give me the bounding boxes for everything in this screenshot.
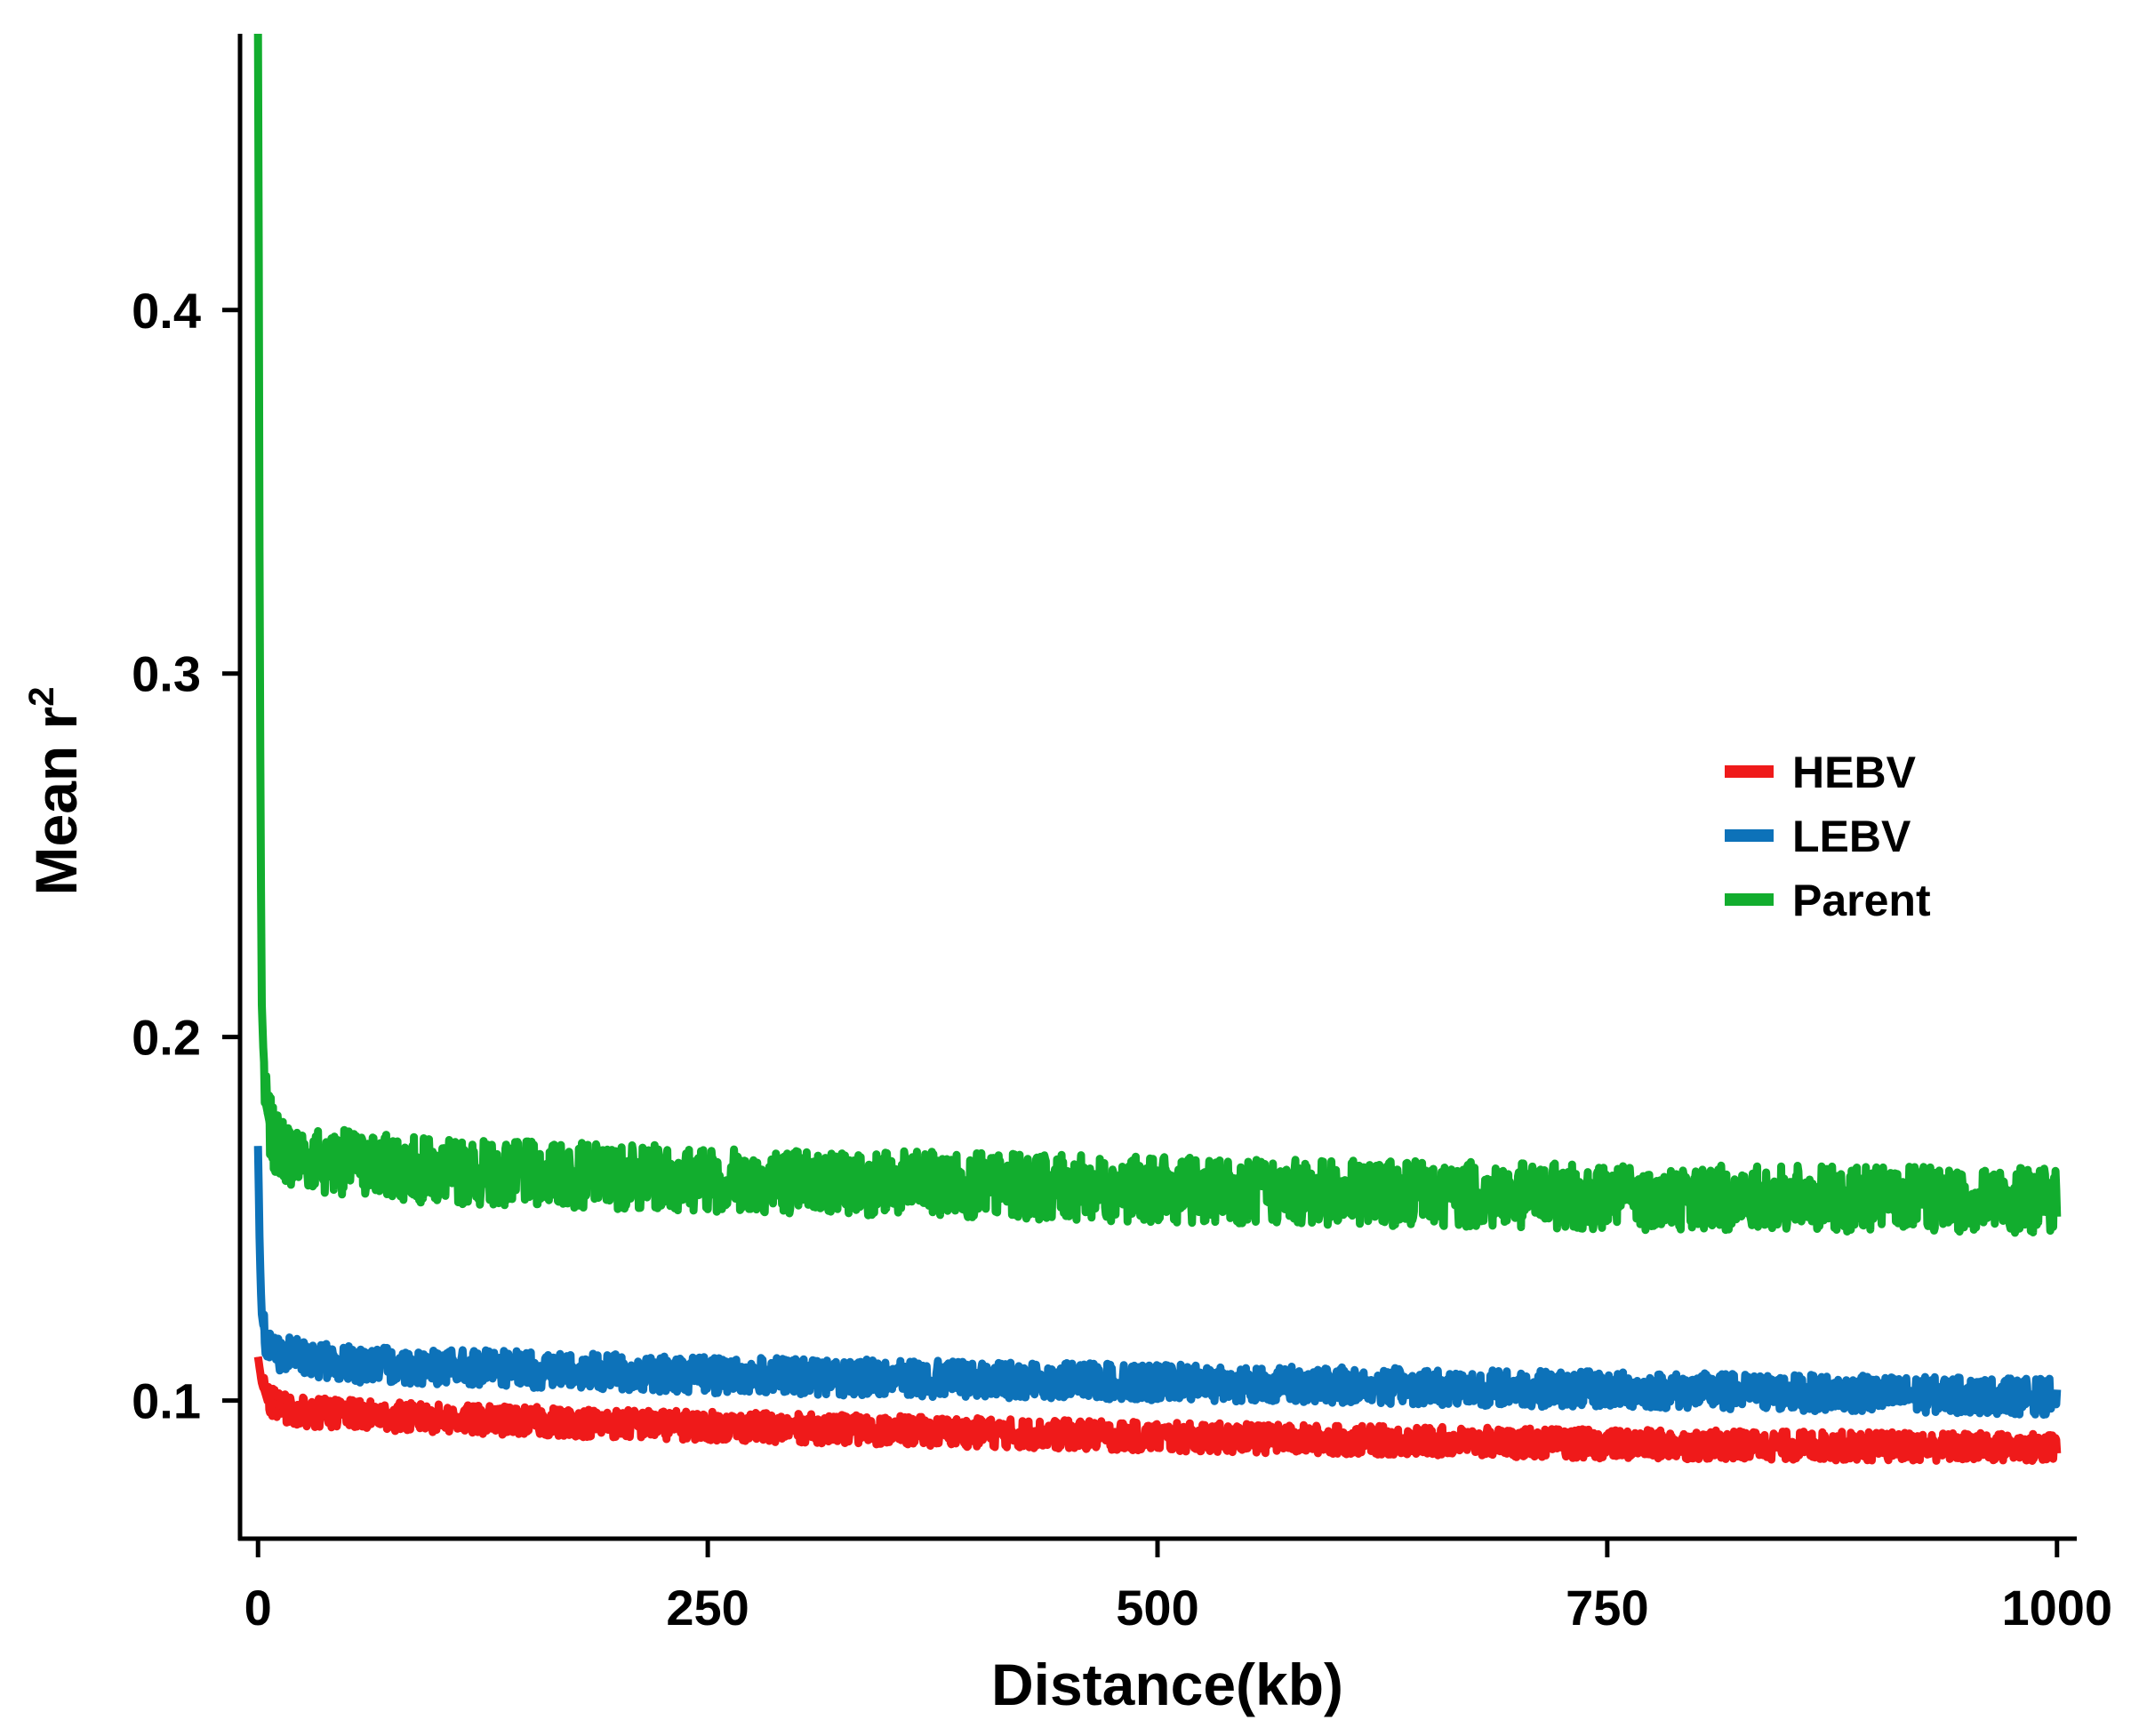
legend-label-lebv: LEBV	[1792, 812, 1911, 861]
series-initial-decay-parent	[254, 33, 297, 1160]
x-tick-label-250: 250	[666, 1580, 749, 1636]
y-tick-label-0.1: 0.1	[132, 1373, 201, 1429]
y-tick-label-0.3: 0.3	[132, 646, 201, 702]
x-tick-label-500: 500	[1116, 1580, 1198, 1636]
series-layer	[253, 33, 2062, 1465]
series-line-lebv	[253, 1146, 2062, 1420]
x-axis-title: Distance(kb)	[991, 1652, 1343, 1717]
y-axis-title: Mean r2	[22, 687, 89, 896]
x-tick-label-750: 750	[1566, 1580, 1648, 1636]
legend: HEBV LEBV Parent	[1725, 748, 1931, 925]
y-ticks: 0.1 0.2 0.3 0.4	[132, 283, 240, 1429]
legend-label-parent: Parent	[1792, 876, 1931, 925]
series-initial-decay-hebv	[254, 1356, 296, 1415]
series-initial-decay-lebv	[254, 1146, 279, 1356]
x-tick-label-1000: 1000	[2001, 1580, 2112, 1636]
x-tick-label-0: 0	[244, 1580, 272, 1636]
y-tick-label-0.4: 0.4	[132, 283, 201, 339]
series-line-parent	[253, 33, 2062, 1237]
series-line-hebv	[253, 1356, 2062, 1465]
x-ticks: 0 250 500 750 1000	[244, 1539, 2112, 1636]
y-axis-title-main: Mean r	[23, 707, 89, 896]
legend-label-hebv: HEBV	[1792, 748, 1917, 797]
y-tick-label-0.2: 0.2	[132, 1010, 201, 1066]
y-axis-title-superscript: 2	[22, 687, 61, 707]
